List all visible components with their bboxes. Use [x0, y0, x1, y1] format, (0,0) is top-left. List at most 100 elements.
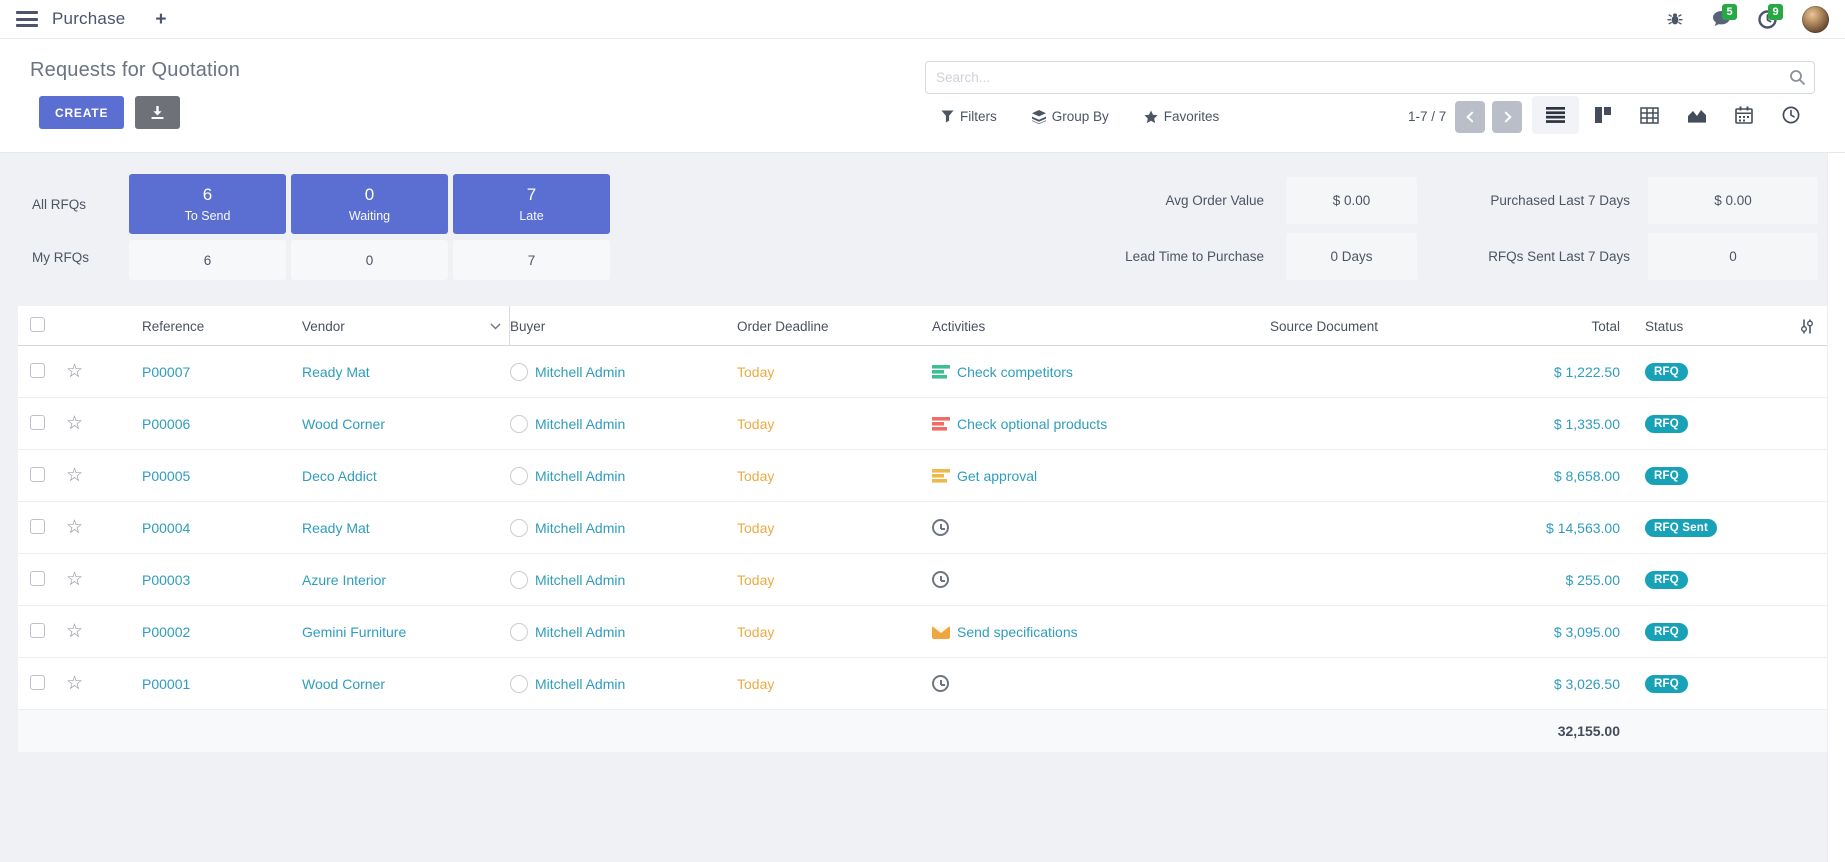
export-button[interactable] [135, 96, 181, 129]
favorites-star-icon [1144, 110, 1158, 123]
vendor-link[interactable]: Azure Interior [302, 571, 387, 588]
row-checkbox[interactable] [30, 622, 45, 638]
activity-cell[interactable] [932, 571, 1270, 588]
row-checkbox[interactable] [30, 518, 45, 534]
buyer-cell[interactable]: Mitchell Admin [510, 467, 737, 485]
adjust-columns-icon[interactable] [1798, 318, 1815, 335]
app-menu-purchase[interactable]: Purchase [52, 9, 126, 28]
reference-link[interactable]: P00003 [142, 571, 191, 588]
bug-icon[interactable] [1664, 8, 1686, 30]
my-to-send-button[interactable]: 6 [129, 240, 286, 280]
favorite-star-icon[interactable]: ☆ [66, 674, 84, 693]
order-deadline-value[interactable]: Today [737, 415, 775, 432]
header-vendor[interactable]: Vendor [302, 306, 510, 346]
header-source-document[interactable]: Source Document [1270, 318, 1379, 334]
menu-icon[interactable] [16, 11, 38, 27]
row-checkbox[interactable] [30, 570, 45, 586]
row-checkbox[interactable] [30, 466, 45, 482]
stat-button-to-send[interactable]: 6 To Send [129, 174, 286, 234]
reference-link[interactable]: P00004 [142, 519, 191, 536]
table-row[interactable]: ☆ P00001 Wood Corner Mitchell Admin Toda… [18, 658, 1827, 710]
order-deadline-value[interactable]: Today [737, 467, 775, 484]
stat-button-late[interactable]: 7 Late [453, 174, 610, 234]
buyer-cell[interactable]: Mitchell Admin [510, 675, 737, 693]
pager-previous-icon[interactable] [1455, 100, 1486, 133]
table-footer-row: 32,155.00 [18, 710, 1827, 752]
select-all-checkbox[interactable] [30, 317, 45, 332]
graph-view-icon[interactable] [1673, 96, 1720, 134]
activity-view-icon[interactable] [1767, 96, 1814, 134]
messages-icon[interactable]: 5 [1710, 4, 1738, 30]
all-rfqs-label: All RFQs [32, 197, 86, 212]
reference-link[interactable]: P00002 [142, 623, 191, 640]
create-button[interactable]: CREATE [39, 96, 125, 129]
row-checkbox[interactable] [30, 414, 45, 430]
buyer-cell[interactable]: Mitchell Admin [510, 415, 737, 433]
order-deadline-value[interactable]: Today [737, 571, 775, 588]
vendor-link[interactable]: Wood Corner [302, 415, 386, 432]
table-row[interactable]: ☆ P00002 Gemini Furniture Mitchell Admin… [18, 606, 1827, 658]
vendor-link[interactable]: Ready Mat [302, 519, 370, 536]
my-late-button[interactable]: 7 [453, 240, 610, 280]
vendor-link[interactable]: Wood Corner [302, 675, 386, 692]
activity-cell[interactable]: Check optional products [932, 416, 1270, 432]
my-waiting-button[interactable]: 0 [291, 240, 448, 280]
kanban-view-icon[interactable] [1579, 96, 1626, 134]
buyer-cell[interactable]: Mitchell Admin [510, 623, 737, 641]
favorite-star-icon[interactable]: ☆ [66, 414, 84, 433]
order-deadline-value[interactable]: Today [737, 519, 775, 536]
buyer-cell[interactable]: Mitchell Admin [510, 363, 737, 381]
order-deadline-value[interactable]: Today [737, 623, 775, 640]
reference-link[interactable]: P00006 [142, 415, 191, 432]
buyer-cell[interactable]: Mitchell Admin [510, 519, 737, 537]
vendor-link[interactable]: Ready Mat [302, 363, 370, 380]
vendor-link[interactable]: Deco Addict [302, 467, 377, 484]
activity-cell[interactable]: Check competitors [932, 364, 1270, 380]
stat-button-waiting[interactable]: 0 Waiting [291, 174, 448, 234]
header-buyer[interactable]: Buyer [510, 318, 546, 334]
table-row[interactable]: ☆ P00004 Ready Mat Mitchell Admin Today … [18, 502, 1827, 554]
group-by-icon [1031, 109, 1046, 124]
plus-icon[interactable]: + [155, 8, 167, 30]
reference-link[interactable]: P00005 [142, 467, 191, 484]
calendar-view-icon[interactable] [1720, 96, 1767, 134]
group-by-button[interactable]: Group By [1031, 109, 1109, 124]
header-reference[interactable]: Reference [142, 318, 205, 334]
chevron-down-icon[interactable] [490, 323, 501, 330]
header-status[interactable]: Status [1645, 318, 1684, 334]
user-avatar[interactable] [1802, 5, 1829, 33]
row-checkbox[interactable] [30, 674, 45, 690]
table-row[interactable]: ☆ P00005 Deco Addict Mitchell Admin Toda… [18, 450, 1827, 502]
vendor-link[interactable]: Gemini Furniture [302, 623, 407, 640]
table-row[interactable]: ☆ P00003 Azure Interior Mitchell Admin T… [18, 554, 1827, 606]
header-activities[interactable]: Activities [932, 318, 986, 334]
pager-next-icon[interactable] [1492, 100, 1523, 133]
search-input[interactable] [925, 61, 1815, 94]
order-deadline-value[interactable]: Today [737, 363, 775, 380]
table-row[interactable]: ☆ P00006 Wood Corner Mitchell Admin Toda… [18, 398, 1827, 450]
list-view-icon[interactable] [1532, 96, 1579, 134]
favorite-star-icon[interactable]: ☆ [66, 518, 84, 537]
pivot-view-icon[interactable] [1626, 96, 1673, 134]
favorites-button[interactable]: Favorites [1144, 109, 1219, 124]
row-checkbox[interactable] [30, 362, 45, 378]
activity-cell[interactable] [932, 519, 1270, 536]
activity-cell[interactable]: Get approval [932, 468, 1270, 484]
order-deadline-value[interactable]: Today [737, 675, 775, 692]
favorite-star-icon[interactable]: ☆ [66, 570, 84, 589]
activity-cell[interactable] [932, 675, 1270, 692]
header-order-deadline[interactable]: Order Deadline [737, 318, 829, 334]
reference-link[interactable]: P00007 [142, 363, 191, 380]
filters-button[interactable]: Filters [941, 109, 997, 124]
reference-link[interactable]: P00001 [142, 675, 191, 692]
activities-clock-icon[interactable]: 9 [1756, 4, 1784, 30]
favorite-star-icon[interactable]: ☆ [66, 622, 84, 641]
favorite-star-icon[interactable]: ☆ [66, 362, 84, 381]
table-row[interactable]: ☆ P00007 Ready Mat Mitchell Admin Today … [18, 346, 1827, 398]
table-body: ☆ P00007 Ready Mat Mitchell Admin Today … [18, 346, 1827, 710]
header-total[interactable]: Total [1591, 318, 1620, 334]
scrollbar-gutter[interactable] [1827, 39, 1845, 862]
buyer-cell[interactable]: Mitchell Admin [510, 571, 737, 589]
activity-cell[interactable]: Send specifications [932, 624, 1270, 640]
favorite-star-icon[interactable]: ☆ [66, 466, 84, 485]
